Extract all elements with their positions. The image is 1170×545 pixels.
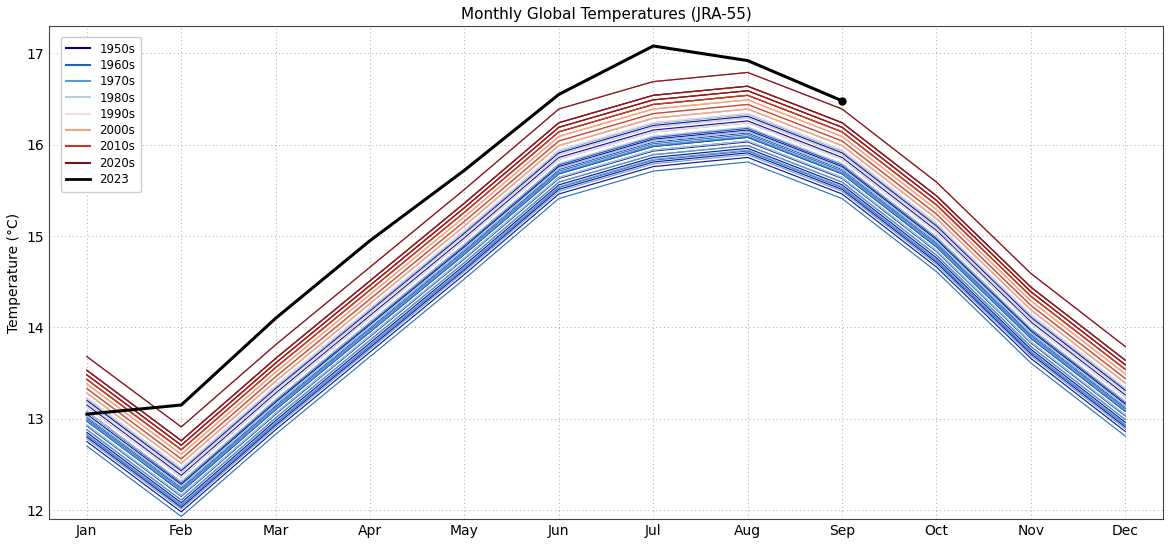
Legend: 1950s, 1960s, 1970s, 1980s, 1990s, 2000s, 2010s, 2020s, 2023: 1950s, 1960s, 1970s, 1980s, 1990s, 2000s… bbox=[61, 37, 142, 192]
Y-axis label: Temperature (°C): Temperature (°C) bbox=[7, 213, 21, 332]
Title: Monthly Global Temperatures (JRA-55): Monthly Global Temperatures (JRA-55) bbox=[461, 7, 751, 22]
